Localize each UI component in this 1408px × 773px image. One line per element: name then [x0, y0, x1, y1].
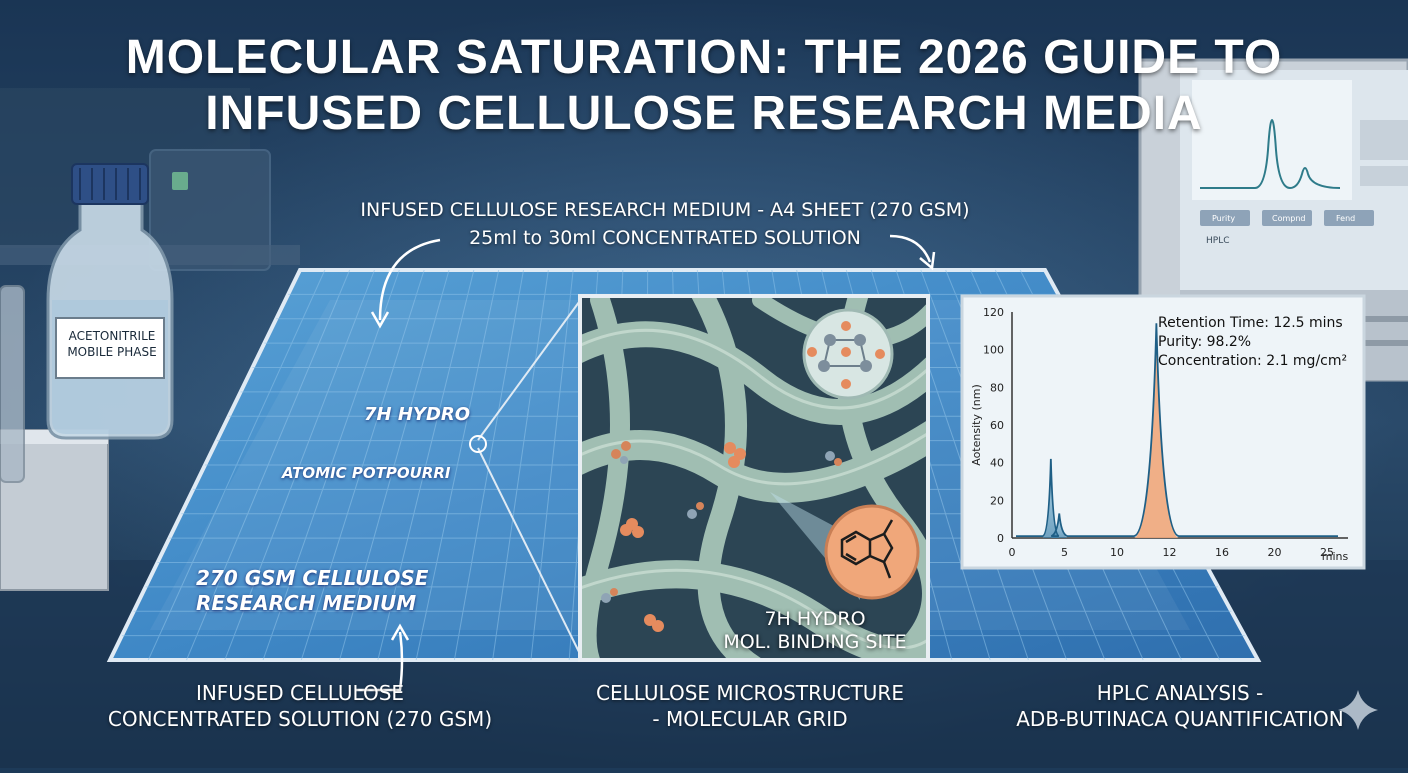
acetonitrile-bottle — [46, 163, 174, 440]
x-tick-label: 25 — [1320, 546, 1334, 559]
caption-right-line-1: HPLC ANALYSIS - — [1096, 681, 1264, 705]
bottle-label-line-1: ACETONITRILE — [68, 329, 156, 343]
minor-peak-fill — [1051, 513, 1068, 538]
caption-left-line-1: INFUSED CELLULOSE — [195, 681, 405, 705]
y-axis-label: Aotensity (nm) — [970, 384, 983, 466]
binding-site-line-1: 7H HYDRO — [764, 608, 866, 630]
y-tick-label: 0 — [997, 532, 1004, 545]
top-annotation-line-1: INFUSED CELLULOSE RESEARCH MEDIUM - A4 S… — [360, 199, 970, 221]
molecule-clusters — [601, 441, 842, 632]
minor-peak-fill — [1042, 458, 1059, 538]
top-annotation-line-2: 25ml to 30ml CONCENTRATED SOLUTION — [469, 227, 861, 249]
zoom-callout — [469, 297, 583, 659]
y-tick-label: 100 — [983, 344, 1004, 357]
caption-center-line-1: CELLULOSE MICROSTRUCTURE — [596, 681, 904, 705]
page-title: MOLECULAR SATURATION: THE 2026 GUIDE TO … — [0, 30, 1408, 142]
x-tick-label: 16 — [1215, 546, 1229, 559]
binding-site-label: 7H HYDRO MOL. BINDING SITE — [700, 608, 930, 654]
monitor-brand: HPLC — [1206, 236, 1230, 246]
x-tick-label: 20 — [1268, 546, 1282, 559]
caption-left-line-2: CONCENTRATED SOLUTION (270 GSM) — [107, 707, 493, 731]
lab-stand — [0, 285, 109, 591]
concentration-value: Concentration: 2.1 mg/cm² — [1158, 353, 1348, 369]
bottle-label: ACETONITRILE MOBILE PHASE — [58, 328, 166, 360]
top-annotation: INFUSED CELLULOSE RESEARCH MEDIUM - A4 S… — [300, 196, 1030, 252]
x-tick-label: 0 — [1009, 546, 1016, 559]
caption-right: HPLC ANALYSIS - ADB-BUTINACA QUANTIFICAT… — [980, 680, 1380, 732]
retention-time: Retention Time: 12.5 mins — [1158, 315, 1343, 331]
binding-site-line-2: MOL. BINDING SITE — [723, 631, 907, 653]
x-axis-unit: mins — [1322, 550, 1349, 563]
caption-right-line-2: ADB-BUTINACA QUANTIFICATION — [1016, 707, 1344, 731]
hydro-label: 7H HYDRO — [364, 404, 471, 425]
y-tick-label: 60 — [990, 419, 1004, 432]
gsm-label-line-2: RESEARCH MEDIUM — [196, 591, 417, 615]
sparkle-icon — [1338, 690, 1378, 730]
monitor-tabs: Purity Compnd Fend — [1206, 212, 1376, 228]
title-line-2: INFUSED CELLULOSE RESEARCH MEDIA — [205, 87, 1203, 140]
purity-value: Purity: 98.2% — [1158, 334, 1252, 350]
y-tick-label: 80 — [990, 381, 1004, 394]
main-peak-fill — [1134, 323, 1179, 538]
x-tick-label: 10 — [1110, 546, 1124, 559]
potpourri-label: ATOMIC POTPOURRI — [282, 464, 451, 482]
title-line-1: MOLECULAR SATURATION: THE 2026 GUIDE TO — [125, 31, 1283, 84]
monitor-tab-compnd: Compnd — [1272, 214, 1306, 223]
molecule-model — [807, 321, 885, 389]
y-tick-label: 20 — [990, 494, 1004, 507]
y-tick-label: 120 — [983, 306, 1004, 319]
caption-left: INFUSED CELLULOSE CONCENTRATED SOLUTION … — [80, 680, 520, 732]
x-tick-label: 12 — [1163, 546, 1177, 559]
x-tick-label: 5 — [1061, 546, 1068, 559]
caption-center: CELLULOSE MICROSTRUCTURE - MOLECULAR GRI… — [540, 680, 960, 732]
monitor-tab-purity: Purity — [1212, 214, 1236, 223]
chromatogram-trace — [1016, 323, 1338, 538]
caption-center-line-2: - MOLECULAR GRID — [652, 707, 848, 731]
hplc-chart: 0 5 10 12 16 20 25 0 20 40 60 80 100 120 Aotensity (n… — [960, 294, 1366, 570]
benzimidazole-structure — [840, 519, 894, 579]
hplc-results: Retention Time: 12.5 mins Purity: 98.2% … — [1158, 314, 1347, 371]
bottle-label-line-2: MOBILE PHASE — [67, 345, 157, 359]
monitor-tab-fend: Fend — [1336, 214, 1356, 223]
gsm-medium-label: 270 GSM CELLULOSE RESEARCH MEDIUM — [196, 566, 428, 616]
annotation-arrows — [356, 234, 936, 692]
microstructure-panel — [578, 294, 930, 662]
gsm-label-line-1: 270 GSM CELLULOSE — [196, 566, 429, 590]
y-tick-label: 40 — [990, 457, 1004, 470]
